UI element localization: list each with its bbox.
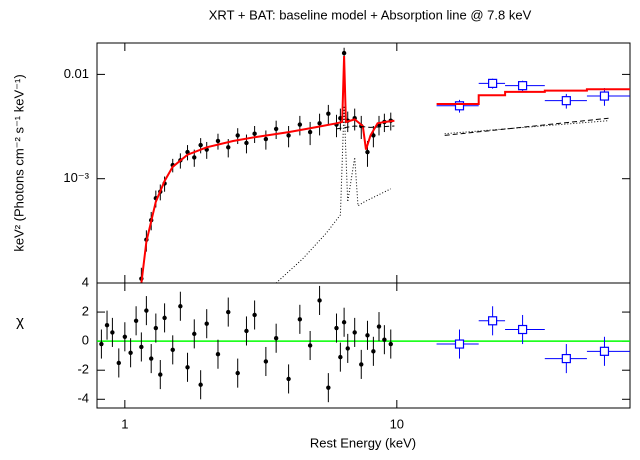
data-point xyxy=(371,349,376,354)
data-point xyxy=(338,354,343,360)
data-point xyxy=(158,372,163,377)
data-point xyxy=(162,315,167,321)
data-point xyxy=(192,331,197,337)
data-point xyxy=(326,111,331,116)
data-point xyxy=(326,385,331,390)
data-point xyxy=(192,155,197,160)
data-point xyxy=(215,138,221,144)
data-point xyxy=(307,343,313,348)
data-point xyxy=(99,341,104,347)
data-point xyxy=(517,324,528,335)
data-point xyxy=(110,330,115,335)
data-point xyxy=(376,324,382,329)
data-point xyxy=(198,382,203,387)
data-point xyxy=(454,339,465,349)
data-point xyxy=(286,133,291,138)
data-point xyxy=(178,304,183,309)
data-point xyxy=(599,346,610,356)
data-point xyxy=(170,347,175,353)
data-point xyxy=(388,341,393,347)
data-point xyxy=(561,353,571,364)
data-point xyxy=(215,352,221,357)
model-line xyxy=(275,105,609,283)
data-point xyxy=(365,333,370,338)
data-point xyxy=(133,318,139,323)
data-point xyxy=(226,145,231,150)
data-point xyxy=(341,50,347,56)
data-point xyxy=(144,308,149,313)
y-tick-label: 0.01 xyxy=(64,66,89,81)
data-point xyxy=(139,344,144,350)
data-point xyxy=(307,129,313,135)
data-point xyxy=(273,336,279,341)
data-point xyxy=(454,101,465,111)
data-point xyxy=(252,131,257,136)
x-tick-label: 1 xyxy=(121,416,128,431)
data-point xyxy=(382,337,387,342)
data-point xyxy=(185,365,190,370)
data-point xyxy=(116,360,121,366)
data-point xyxy=(334,325,339,331)
data-point xyxy=(128,350,133,355)
data-point xyxy=(244,328,249,334)
chart-title: XRT + BAT: baseline model + Absorption l… xyxy=(209,7,532,22)
data-point xyxy=(317,298,322,303)
data-point xyxy=(341,320,347,325)
data-point xyxy=(317,121,322,126)
data-point xyxy=(235,370,240,376)
data-point xyxy=(263,359,269,364)
data-point xyxy=(599,91,610,101)
data-point xyxy=(252,312,257,318)
y-tick-label: 0 xyxy=(82,333,89,348)
data-point xyxy=(122,334,128,339)
data-point xyxy=(235,133,240,138)
data-point xyxy=(345,346,350,351)
data-point xyxy=(297,122,303,127)
y-tick-label: 4 xyxy=(82,274,89,289)
data-point xyxy=(198,142,203,148)
data-point xyxy=(365,149,370,155)
plot-area xyxy=(139,47,630,283)
y-axis-label: χ xyxy=(16,313,24,330)
data-point xyxy=(273,126,279,132)
data-point xyxy=(104,322,110,328)
data-point xyxy=(244,140,249,146)
data-point xyxy=(488,78,498,88)
data-point xyxy=(185,149,190,155)
y-tick-label: -4 xyxy=(77,391,89,406)
data-point xyxy=(517,81,528,91)
data-point xyxy=(359,362,364,367)
data-point xyxy=(488,316,498,326)
data-point xyxy=(153,325,159,331)
data-point xyxy=(352,330,357,335)
y-tick-label: 10⁻³ xyxy=(63,170,89,185)
data-point xyxy=(286,376,291,382)
data-point xyxy=(297,317,303,322)
x-tick-label: 10 xyxy=(390,416,404,431)
model-line xyxy=(140,55,630,283)
data-point xyxy=(561,96,571,106)
y-axis-label: keV² (Photons cm⁻² s⁻¹ keV⁻¹) xyxy=(11,74,26,251)
plot-area xyxy=(97,285,630,403)
y-tick-label: 2 xyxy=(82,304,89,319)
data-point xyxy=(226,309,231,315)
data-point xyxy=(149,356,154,361)
plot-frame xyxy=(96,282,631,409)
x-axis-label: Rest Energy (keV) xyxy=(310,435,416,450)
data-point xyxy=(204,321,209,326)
data-point xyxy=(263,136,269,142)
y-tick-label: -2 xyxy=(77,362,89,377)
model-line xyxy=(336,117,609,136)
